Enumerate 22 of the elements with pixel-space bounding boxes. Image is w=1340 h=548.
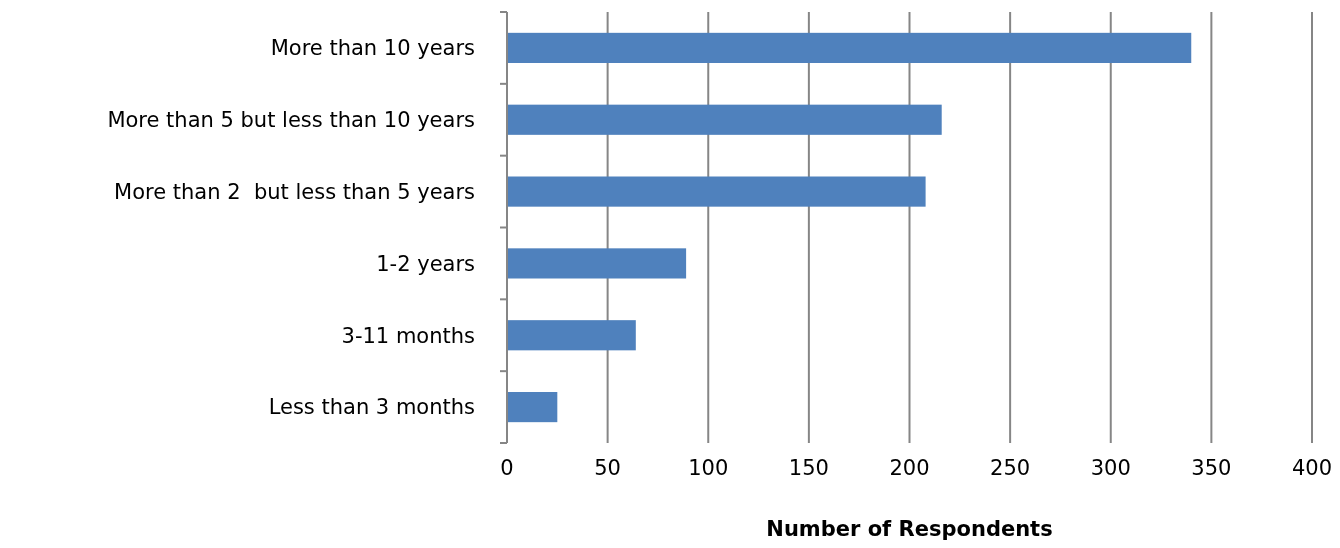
bar bbox=[507, 248, 687, 279]
bar bbox=[507, 104, 942, 135]
x-tick-label: 250 bbox=[990, 456, 1031, 480]
x-tick-label: 150 bbox=[788, 456, 829, 480]
bar bbox=[507, 320, 636, 351]
y-tick-label: More than 10 years bbox=[270, 36, 475, 61]
y-tick-label: Less than 3 months bbox=[268, 395, 475, 420]
x-tick-label: 400 bbox=[1291, 456, 1333, 480]
y-tick-label: More than 5 but less than 10 years bbox=[107, 108, 475, 133]
x-tick-label: 300 bbox=[1090, 456, 1131, 480]
y-tick-label: 1-2 years bbox=[376, 251, 475, 276]
x-tick-label: 100 bbox=[688, 456, 729, 480]
bar bbox=[507, 32, 1192, 63]
x-tick-label: 200 bbox=[889, 456, 930, 480]
bar bbox=[507, 392, 558, 423]
x-tick-label: 350 bbox=[1191, 456, 1232, 480]
y-tick-label: More than 2 but less than 5 years bbox=[114, 179, 475, 204]
bar bbox=[507, 176, 926, 207]
x-tick-label: 0 bbox=[500, 456, 514, 480]
x-axis-title: Number of Respondents bbox=[766, 517, 1053, 541]
x-tick-label: 50 bbox=[594, 456, 621, 480]
y-tick-label: 3-11 months bbox=[341, 323, 475, 348]
